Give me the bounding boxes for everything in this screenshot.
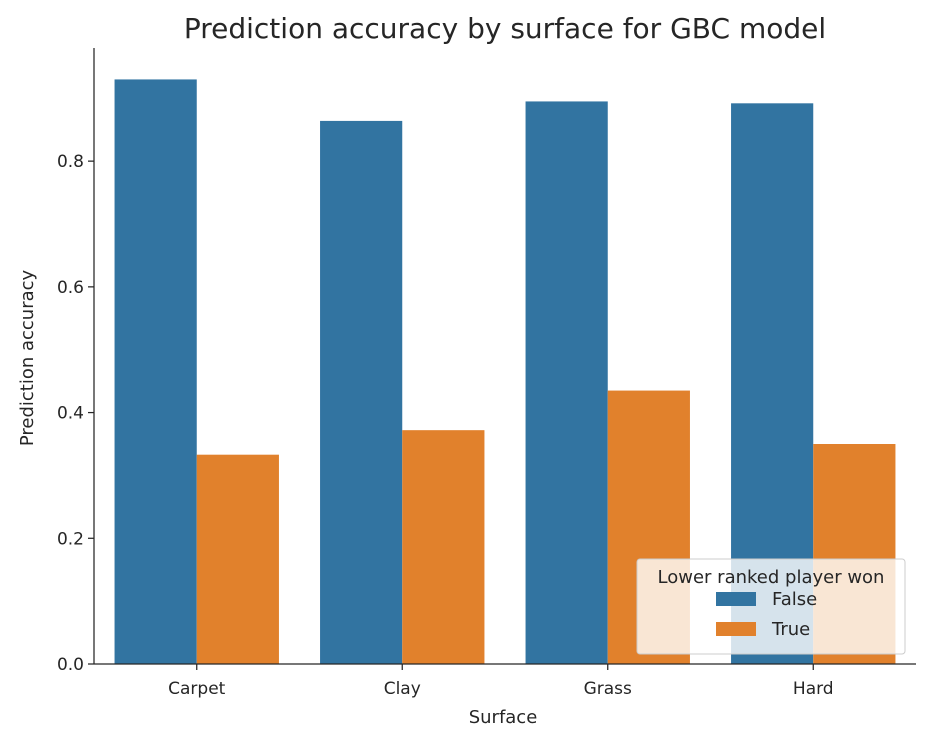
bar-clay-false bbox=[320, 120, 403, 664]
bar-carpet-true bbox=[196, 454, 279, 664]
x-tick-label-clay: Clay bbox=[384, 679, 421, 699]
legend-label-true: True bbox=[771, 619, 810, 640]
y-tick-label: 0.0 bbox=[57, 655, 84, 675]
y-tick-label: 0.4 bbox=[57, 404, 84, 424]
x-ticks-layer: Carpet Clay Grass Hard bbox=[168, 664, 834, 699]
legend-swatch-true bbox=[716, 622, 756, 636]
legend-swatch-false bbox=[716, 592, 756, 606]
bar-carpet-false bbox=[114, 79, 197, 665]
legend-label-false: False bbox=[772, 589, 817, 610]
y-tick-label: 0.8 bbox=[57, 152, 84, 172]
y-ticks-layer: 0.0 0.2 0.4 0.6 0.8 bbox=[57, 152, 94, 675]
y-tick-label: 0.2 bbox=[57, 529, 84, 549]
x-tick-label-grass: Grass bbox=[584, 679, 632, 699]
chart-title: Prediction accuracy by surface for GBC m… bbox=[184, 12, 826, 45]
y-axis-label: Prediction accuracy bbox=[17, 269, 38, 446]
legend: Lower ranked player won False True bbox=[636, 558, 906, 655]
legend-title: Lower ranked player won bbox=[658, 567, 885, 588]
x-axis-label: Surface bbox=[469, 707, 538, 728]
legend-frame bbox=[636, 558, 906, 655]
x-tick-label-carpet: Carpet bbox=[168, 679, 226, 699]
legend-items: False True bbox=[716, 589, 817, 640]
bar-grass-false bbox=[525, 101, 608, 665]
y-tick-label: 0.6 bbox=[57, 278, 84, 298]
bar-clay-true bbox=[402, 430, 485, 664]
x-tick-label-hard: Hard bbox=[793, 679, 834, 699]
